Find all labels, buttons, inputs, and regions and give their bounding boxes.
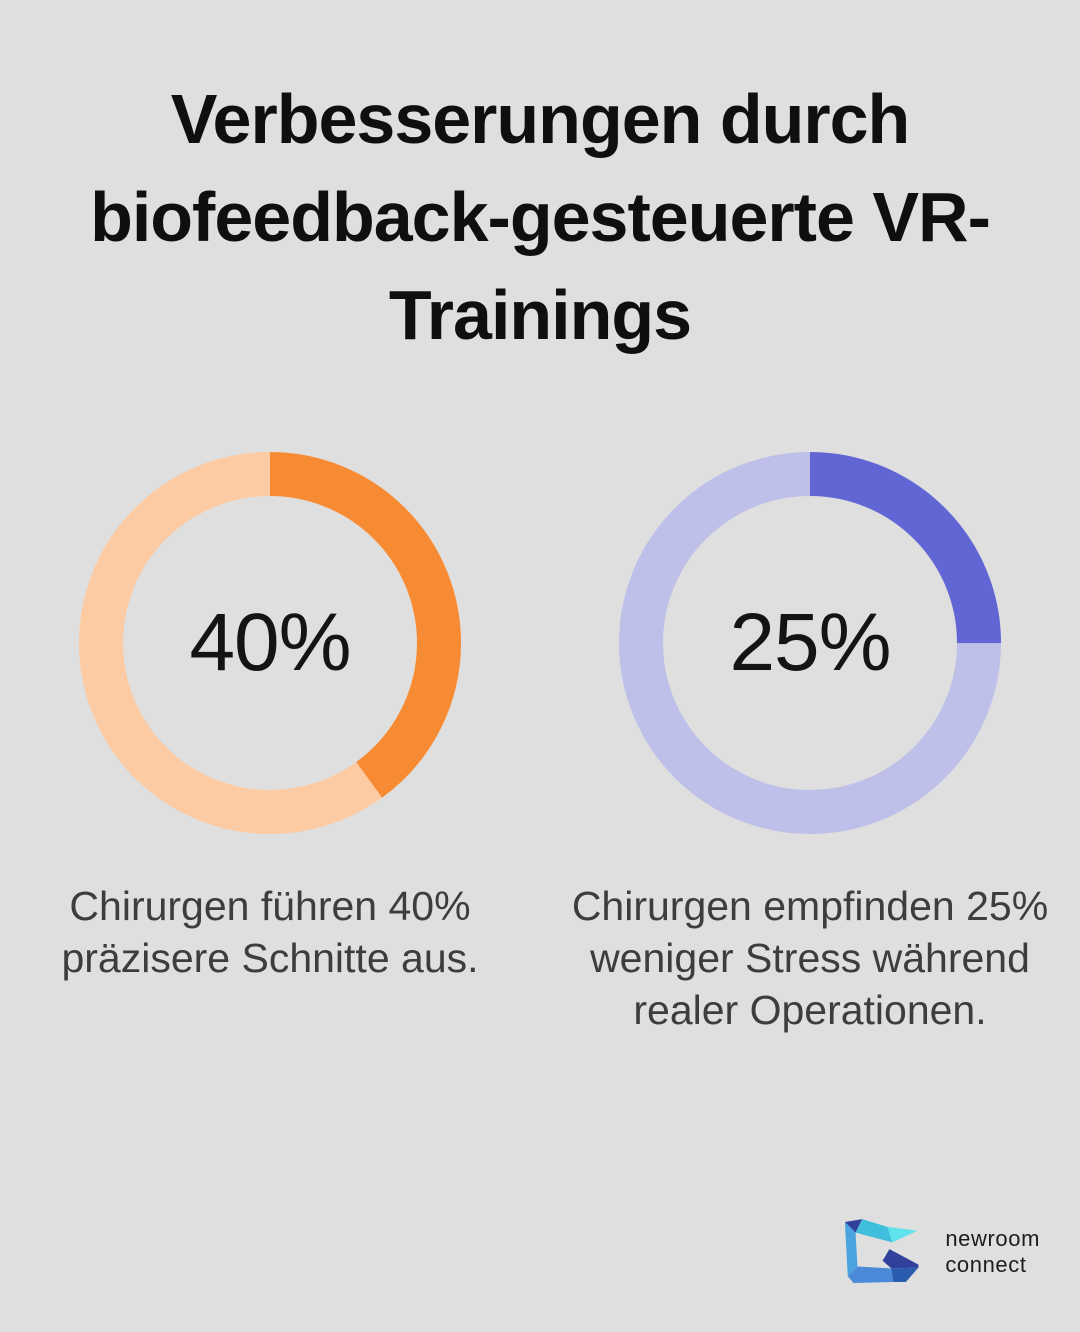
donut-value-arc	[619, 452, 1001, 834]
charts-row: 40% Chirurgen führen 40% präzisere Schni…	[0, 452, 1080, 1036]
brand-footer: newroom connect	[841, 1213, 1040, 1291]
donut-stress-ring: 25%	[619, 452, 1001, 834]
title-line-2: biofeedback-gesteuerte VR-	[90, 178, 991, 256]
donut-precision-svg	[79, 452, 461, 834]
logo-facet-bottom-right	[891, 1267, 919, 1283]
brand-line-newroom: newroom	[945, 1226, 1040, 1251]
logo-facet-top-teal	[855, 1219, 893, 1243]
donut-precision-ring: 40%	[79, 452, 461, 834]
logo-facet-top-cyan	[887, 1226, 918, 1243]
title-line-3: Trainings	[388, 276, 692, 354]
donut-chart-precision: 40% Chirurgen führen 40% präzisere Schni…	[0, 452, 540, 1036]
donut-stress-svg	[619, 452, 1001, 834]
brand-wordmark: newroom connect	[945, 1226, 1040, 1278]
page-title: Verbesserungen durch biofeedback-gesteue…	[20, 70, 1060, 364]
brand-line-connect: connect	[945, 1252, 1027, 1277]
donut-precision-caption: Chirurgen führen 40% präzisere Schnitte …	[61, 883, 479, 981]
donut-stress-value-label: 25%	[729, 597, 891, 688]
title-line-1: Verbesserungen durch	[170, 80, 911, 158]
donut-chart-stress: 25% Chirurgen empfinden 25% weniger Stre…	[540, 452, 1080, 1036]
logo-facet-arrow	[882, 1249, 919, 1269]
donut-stress-caption: Chirurgen empfinden 25% weniger Stress w…	[571, 883, 1049, 1033]
donut-value-arc	[79, 452, 461, 834]
logo-facet-apex	[845, 1219, 863, 1233]
donut-precision-value-label: 40%	[189, 597, 351, 688]
newroom-connect-logo-mark	[845, 1219, 919, 1283]
